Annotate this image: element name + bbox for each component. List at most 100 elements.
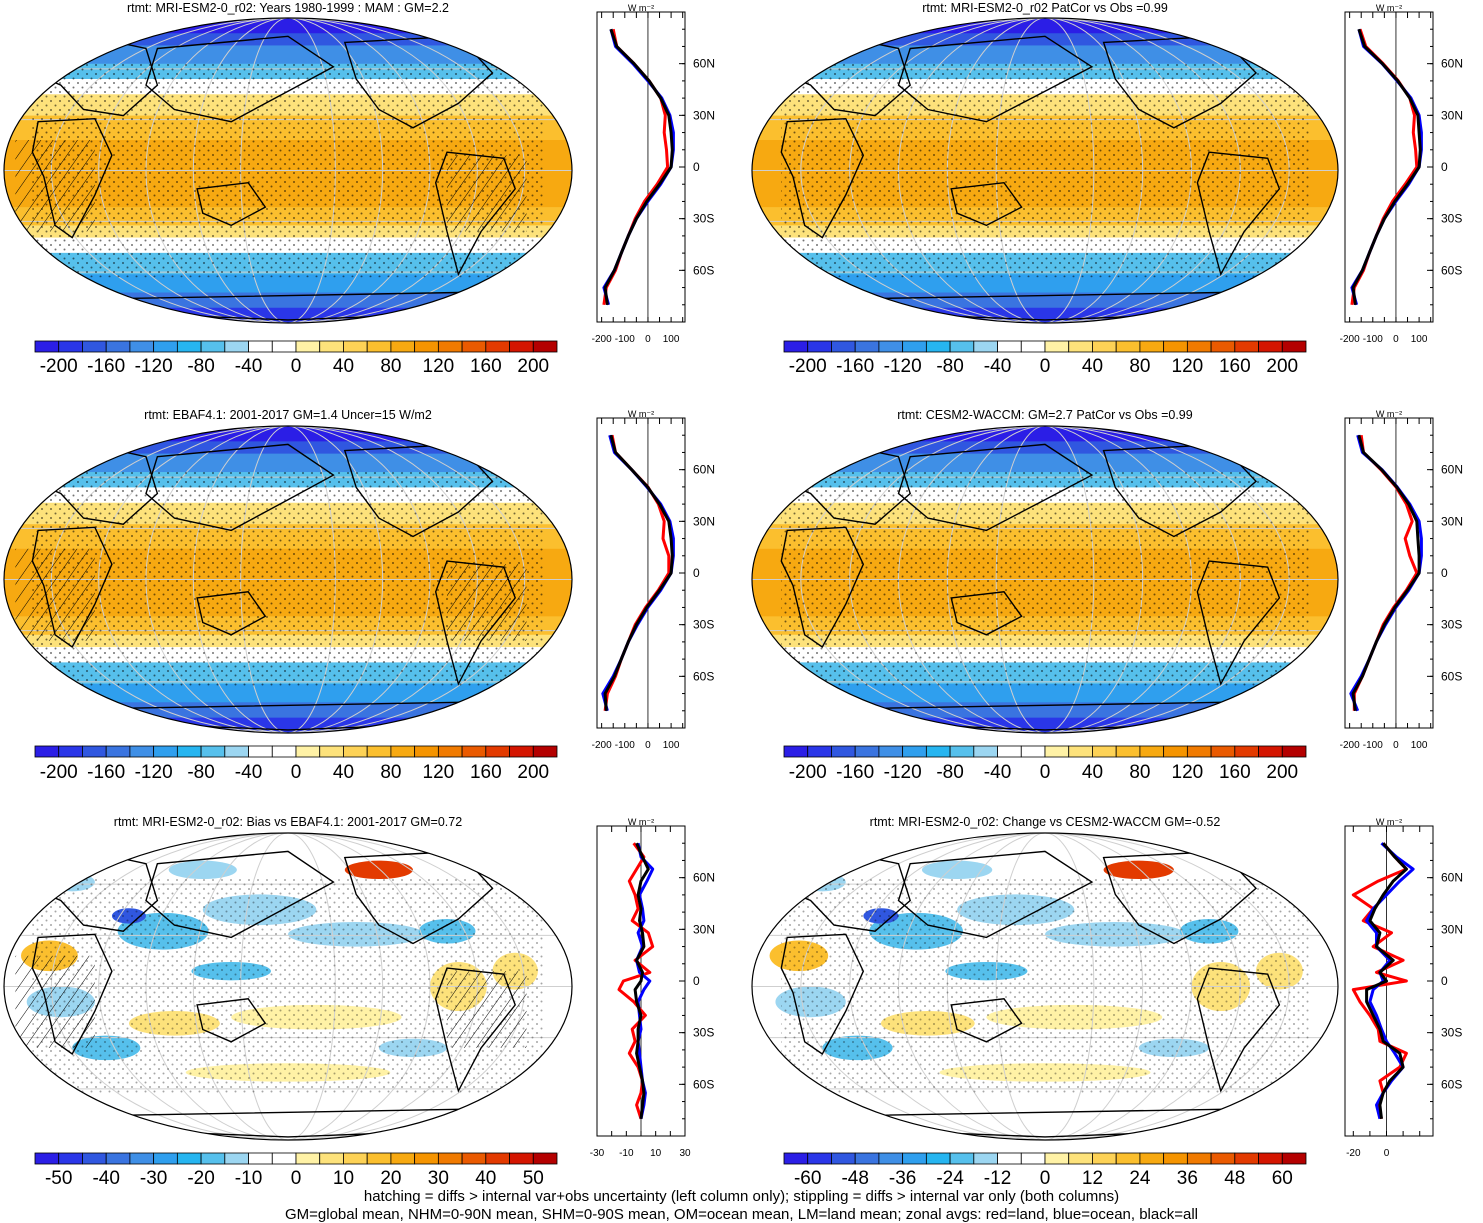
zonal-xtick-label: 100 <box>1411 334 1428 345</box>
zonal-frame <box>1344 825 1434 1137</box>
colorbar-label: -40 <box>984 762 1011 783</box>
colorbar-swatch <box>461 1152 487 1165</box>
colorbar-swatch <box>200 340 226 353</box>
colorbar-swatch <box>1163 1152 1188 1165</box>
colorbar-label: 30 <box>428 1168 449 1189</box>
stippling <box>781 879 1309 1094</box>
colorbar-swatch <box>414 1152 439 1165</box>
colorbar-label: 0 <box>1040 356 1051 377</box>
map-band <box>752 18 1338 34</box>
zonal-ytick-label: 60S <box>1441 669 1462 683</box>
colorbar-swatch <box>271 340 297 353</box>
colorbar-label: -160 <box>87 356 125 377</box>
zonal-line-all <box>1351 28 1422 305</box>
colorbar-swatch <box>224 745 249 758</box>
colorbar-label: -10 <box>235 1168 262 1189</box>
colorbar-swatch <box>1044 1152 1070 1165</box>
colorbar-swatch <box>902 1152 927 1165</box>
colorbar-swatch <box>1044 745 1070 758</box>
colorbar-swatch <box>831 1152 856 1165</box>
map-p5 <box>3 832 573 1141</box>
colorbar-swatch <box>248 745 273 758</box>
colorbar-swatch <box>1068 745 1093 758</box>
map-band <box>4 307 572 323</box>
zonal-unit-label: W m⁻² <box>628 409 654 419</box>
map-p3 <box>3 425 573 734</box>
zonal-plot-p2: W m⁻² 60N 30N 0 30S 60S -200 -100 0 100 <box>1340 3 1463 345</box>
zonal-plot-p5: W m⁻² 60N 30N 0 30S 60S -30 -10 10 30 <box>590 817 715 1159</box>
colorbar-swatch <box>1139 1152 1165 1165</box>
colorbar-label: 0 <box>291 1168 302 1189</box>
colorbar-swatch <box>1234 745 1259 758</box>
colorbar-swatch <box>807 340 832 353</box>
zonal-ytick-label: 30S <box>1441 618 1462 632</box>
colorbar-label: 80 <box>1129 356 1150 377</box>
zonal-ytick-label: 60N <box>1441 871 1463 885</box>
colorbar-label: -200 <box>789 356 827 377</box>
hatching <box>447 155 527 232</box>
map-band <box>4 683 572 703</box>
zonal-xtick-label: 30 <box>679 1148 691 1159</box>
zonal-ytick-label: 30S <box>1441 1026 1462 1040</box>
coastline <box>950 998 1023 1043</box>
coastline <box>434 151 516 277</box>
map-outline <box>751 17 1339 324</box>
colorbar-label: -160 <box>836 762 874 783</box>
zonal-xtick-label: -200 <box>592 740 612 751</box>
hatching <box>15 548 95 641</box>
colorbar-swatch <box>224 340 249 353</box>
colorbar-swatch <box>997 745 1022 758</box>
colorbar-swatch <box>925 1152 951 1165</box>
zonal-ytick-label: 30N <box>693 922 715 936</box>
colorbar-swatch <box>1068 1152 1093 1165</box>
colorbar-swatch <box>1210 1152 1236 1165</box>
colorbar-label: -50 <box>45 1168 72 1189</box>
colorbar-swatch <box>485 1152 510 1165</box>
zonal-xtick-label: 100 <box>1411 740 1428 751</box>
colorbar-label: -80 <box>936 356 963 377</box>
colorbar-label: 120 <box>1172 762 1204 783</box>
colorbar-swatch <box>58 1152 83 1165</box>
colorbar-swatch <box>509 340 534 353</box>
colorbar-swatch <box>532 340 558 353</box>
colorbar-swatch <box>414 745 439 758</box>
colorbar-swatch <box>902 745 927 758</box>
stippling <box>781 472 1309 687</box>
colorbar-swatch <box>366 1152 392 1165</box>
colorbar-swatch <box>1281 745 1307 758</box>
colorbar-swatch <box>248 340 273 353</box>
map-anomaly <box>1103 860 1174 880</box>
zonal-ytick-label: 0 <box>693 160 700 174</box>
zonal-xtick-label: 0 <box>645 740 651 751</box>
map-band <box>752 717 1338 733</box>
colorbar-swatch <box>295 340 321 353</box>
colorbar-swatch <box>105 745 131 758</box>
colorbar-label: -40 <box>92 1168 119 1189</box>
map-outline <box>751 832 1339 1141</box>
colorbar-label: -36 <box>889 1168 916 1189</box>
zonal-unit-label: W m⁻² <box>1376 817 1402 827</box>
zonal-xtick-label: -100 <box>1363 334 1383 345</box>
map-outline <box>3 832 573 1141</box>
zonal-line-all <box>1365 842 1408 1119</box>
colorbar-swatch <box>997 1152 1022 1165</box>
zonal-ytick-label: 60N <box>693 57 715 71</box>
colorbar-swatch <box>295 1152 321 1165</box>
colorbar-swatch <box>343 340 368 353</box>
colorbar-swatch <box>366 340 392 353</box>
colorbar-label: -160 <box>836 356 874 377</box>
colorbar-swatch <box>271 1152 297 1165</box>
colorbar-swatch <box>414 340 439 353</box>
colorbar-swatch <box>878 1152 904 1165</box>
colorbar-swatch <box>34 1152 60 1165</box>
zonal-ytick-label: 30S <box>1441 212 1462 226</box>
colorbar-swatch <box>878 340 904 353</box>
coastline <box>145 850 335 939</box>
colorbar-swatch <box>271 745 297 758</box>
colorbar-p5: -50 -40 -30 -20 -10 0 10 20 30 40 50 <box>34 1152 558 1189</box>
zonal-ytick-label: 30N <box>693 108 715 122</box>
colorbar-label: 80 <box>1129 762 1150 783</box>
colorbar-label: 120 <box>423 356 455 377</box>
map-band <box>4 18 572 34</box>
colorbar-label: 200 <box>517 356 549 377</box>
